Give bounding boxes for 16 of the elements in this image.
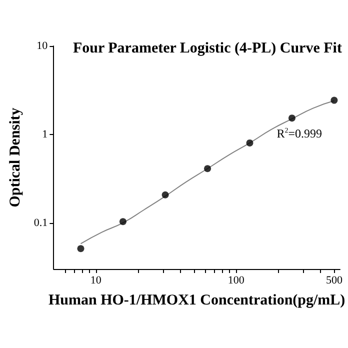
x-tick-label: 500 (326, 274, 343, 286)
chart-title: Four Parameter Logistic (4-PL) Curve Fit (73, 40, 342, 56)
x-axis-title: Human HO-1/HMOX1 Concentration(pg/mL) (48, 292, 346, 308)
point (77, 245, 84, 252)
point (119, 218, 126, 226)
point (246, 139, 254, 146)
x-tick-label: 100 (228, 274, 245, 286)
y-tick-label: 1 (42, 128, 48, 140)
x-tick-label: 10 (90, 274, 102, 286)
point (288, 114, 296, 122)
point (330, 96, 338, 104)
y-axis-title: Optical Density (8, 107, 24, 208)
y-tick-label: 0.1 (34, 216, 48, 229)
point (162, 191, 169, 198)
y-tick-label: 10 (36, 40, 48, 52)
point (204, 165, 212, 172)
